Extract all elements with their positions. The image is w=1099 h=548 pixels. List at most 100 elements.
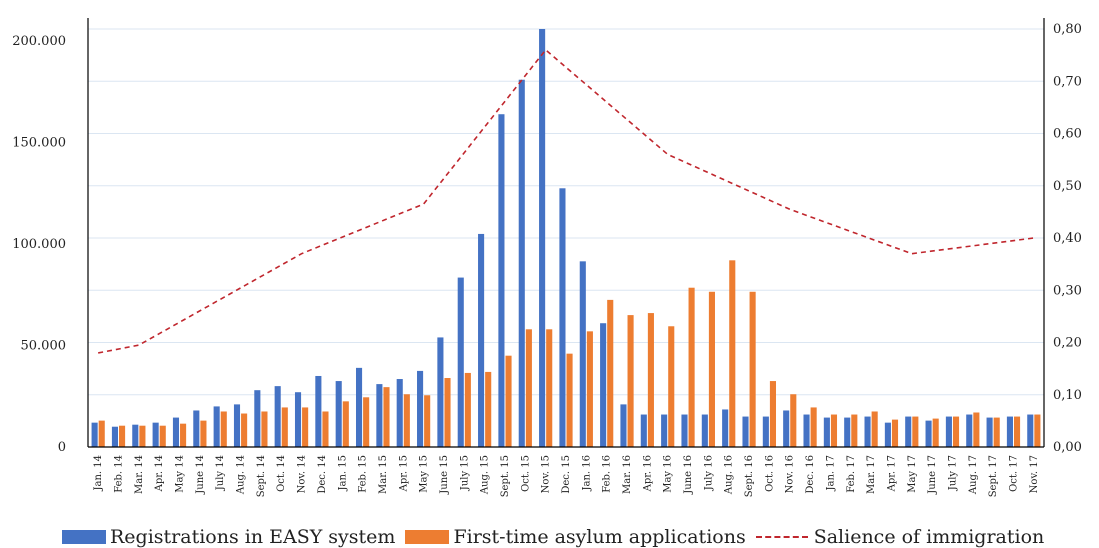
asylum-applications-bar	[261, 411, 268, 447]
x-tick-label: Feb. 14	[114, 455, 125, 493]
registrations-bar	[457, 277, 464, 447]
salience-line-layer	[98, 48, 1034, 354]
x-tick-label: Oct. 17	[1008, 455, 1019, 492]
x-tick-label: Nov. 17	[1029, 455, 1040, 493]
legend-label-asylum: First-time asylum applications	[453, 526, 746, 548]
x-tick-label: July 15	[459, 455, 470, 491]
right-tick-label: 0,60	[1053, 127, 1082, 142]
registrations-bar	[193, 410, 200, 447]
asylum-applications-bar	[119, 425, 126, 447]
right-tick-label: 0,30	[1053, 283, 1082, 298]
left-tick-label: 50.000	[21, 339, 67, 354]
asylum-applications-bar	[973, 412, 980, 447]
registrations-bar	[966, 414, 973, 447]
asylum-applications-bar	[444, 378, 451, 447]
registrations-bar	[661, 414, 668, 447]
registrations-bar	[518, 79, 525, 448]
asylum-applications-bar	[627, 315, 634, 447]
x-tick-label: June 16	[683, 455, 694, 495]
registrations-bar	[233, 404, 241, 447]
asylum-applications-bar	[851, 414, 858, 447]
right-tick-label: 0,50	[1053, 179, 1082, 194]
x-tick-label: Oct. 14	[276, 455, 287, 492]
x-tick-label: Apr. 14	[154, 455, 165, 492]
registrations-bar	[335, 381, 342, 447]
x-tick-label: May 15	[419, 455, 430, 493]
x-tick-label: May 17	[907, 455, 918, 493]
x-tick-label: Mar. 17	[866, 455, 877, 494]
x-tick-label: Mar. 15	[378, 455, 389, 494]
x-tick-label: Nov. 16	[785, 455, 796, 493]
asylum-applications-bar	[505, 355, 512, 447]
asylum-applications-bar	[363, 397, 370, 447]
asylum-applications-bar	[342, 401, 349, 447]
registrations-bar	[864, 416, 871, 447]
x-tick-label: May 14	[175, 455, 186, 493]
asylum-applications-bar	[1034, 414, 1041, 447]
x-tick-label: Aug. 16	[724, 455, 735, 495]
asylum-applications-bar	[241, 413, 248, 447]
x-tick-label: Feb. 17	[846, 455, 857, 493]
asylum-applications-bar	[790, 394, 797, 447]
asylum-applications-bar	[769, 381, 777, 447]
x-tick-label: Sept. 17	[988, 455, 999, 497]
gridlines	[88, 28, 1044, 396]
asylum-applications-bar	[525, 329, 532, 447]
asylum-applications-bar	[668, 326, 675, 447]
registrations-bar	[1027, 414, 1034, 447]
x-tick-label: July 16	[703, 455, 714, 491]
registrations-bar	[762, 416, 769, 447]
right-tick-label: 0,00	[1053, 440, 1082, 455]
registrations-bar	[213, 406, 220, 447]
x-tick-label: Jan. 17	[825, 455, 836, 492]
legend-swatch-registrations	[62, 530, 106, 544]
asylum-applications-bar	[546, 329, 553, 447]
right-tick-label: 0,70	[1053, 74, 1082, 89]
x-tick-label: July 14	[215, 455, 226, 491]
x-tick-label: Sept. 16	[744, 455, 755, 497]
x-tick-label: Apr. 15	[398, 455, 409, 492]
left-axis-ticks: 0 50.000 100.000 150.000 200.000	[12, 34, 66, 455]
bars	[91, 29, 1041, 448]
registrations-bar	[640, 414, 647, 447]
x-tick-label: Mar. 14	[134, 455, 145, 494]
asylum-applications-bar	[139, 425, 146, 447]
asylum-applications-bar	[464, 372, 471, 447]
asylum-applications-bar	[871, 411, 878, 447]
x-tick-label: Jan. 15	[337, 455, 348, 492]
x-tick-label: July 17	[947, 455, 958, 491]
x-tick-label: Feb. 16	[602, 455, 613, 493]
registrations-bar	[498, 114, 505, 447]
registrations-bar	[884, 422, 891, 447]
asylum-applications-bar	[159, 425, 166, 447]
x-tick-label: Dec. 16	[805, 455, 816, 494]
registrations-bar	[396, 379, 403, 447]
legend-swatch-salience	[755, 536, 808, 538]
asylum-applications-bar	[647, 313, 654, 447]
registrations-bar	[539, 29, 546, 447]
salience-line	[98, 48, 1034, 354]
registrations-bar	[111, 426, 119, 447]
asylum-applications-bar	[566, 353, 573, 447]
registrations-bar	[152, 422, 159, 447]
asylum-applications-bar	[586, 331, 593, 447]
asylum-applications-bar	[932, 418, 939, 447]
left-tick-label: 0	[58, 440, 66, 455]
registrations-bar	[172, 417, 180, 447]
asylum-applications-bar	[424, 395, 431, 447]
asylum-applications-bar	[993, 417, 1000, 447]
legend-item-asylum: First-time asylum applications	[405, 526, 746, 548]
x-tick-label: Feb. 15	[358, 455, 369, 493]
x-tick-label: Sept. 14	[256, 455, 267, 497]
right-tick-label: 0,40	[1053, 231, 1082, 246]
registrations-bar	[620, 404, 627, 447]
registrations-bar	[91, 422, 98, 447]
registrations-bar	[701, 414, 708, 447]
asylum-applications-bar	[281, 407, 288, 447]
x-tick-label: Dec. 14	[317, 455, 328, 494]
x-tick-label: Dec. 15	[561, 455, 572, 494]
left-tick-label: 100.000	[12, 237, 66, 252]
asylum-applications-bar	[220, 411, 227, 447]
registrations-bar	[803, 414, 810, 447]
